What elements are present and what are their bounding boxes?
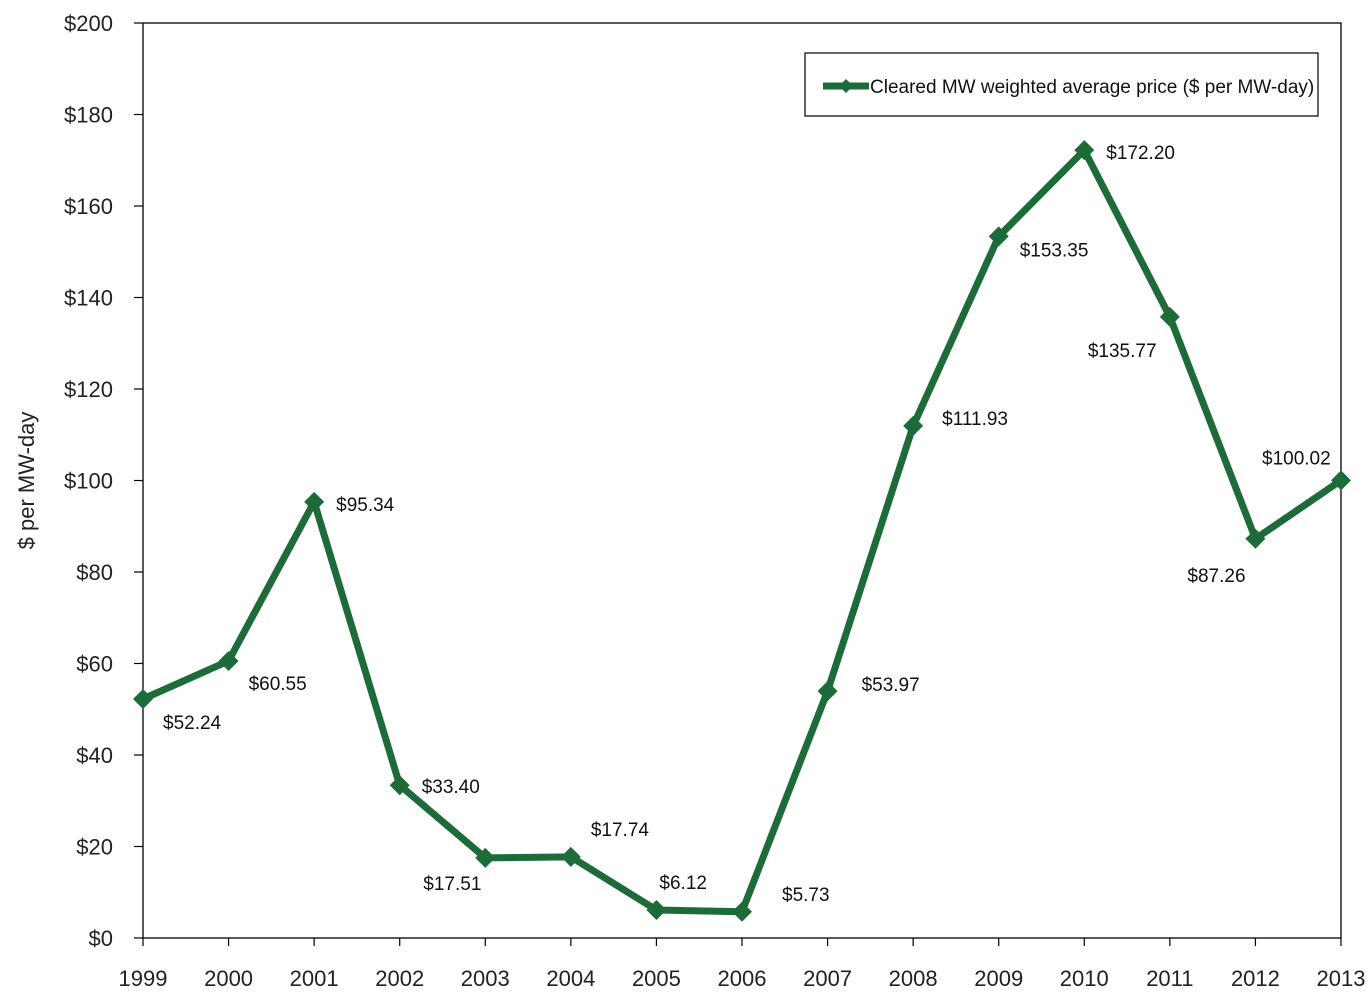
data-point-marker <box>903 415 924 436</box>
y-tick-label: $80 <box>76 560 113 585</box>
data-label: $6.12 <box>659 873 707 894</box>
y-tick-label: $120 <box>64 377 113 402</box>
data-label: $33.40 <box>422 777 480 798</box>
x-tick-label: 2013 <box>1317 966 1366 991</box>
y-tick-label: $60 <box>76 652 113 677</box>
legend-box <box>804 52 1319 117</box>
data-label: $135.77 <box>1088 341 1157 362</box>
data-point-marker <box>133 689 153 710</box>
data-label: $17.74 <box>591 820 650 841</box>
data-label: $5.73 <box>782 885 830 906</box>
data-label: $17.51 <box>423 874 481 895</box>
legend: Cleared MW weighted average price ($ per… <box>804 52 1319 117</box>
data-point-marker <box>732 901 752 922</box>
x-tick-label: 2001 <box>290 966 339 991</box>
x-tick-label: 2009 <box>974 966 1023 991</box>
x-tick-label: 2010 <box>1060 966 1109 991</box>
x-tick-label: 2005 <box>632 966 681 991</box>
data-point-marker <box>304 491 325 512</box>
data-label: $53.97 <box>862 675 920 696</box>
series-line <box>141 146 1343 916</box>
data-point-marker <box>817 681 838 702</box>
data-point-marker <box>218 650 239 671</box>
y-axis: $0 $20 $40 $60 $80 $100 $120 $140 $160 $180 $200 <box>64 11 143 951</box>
x-tick-label: 2000 <box>204 966 253 991</box>
x-tick-label: 2011 <box>1146 966 1193 991</box>
data-point-marker <box>1331 470 1351 491</box>
x-axis: 1999 2000 2001 2002 2003 2004 2005 2006 2007 2008… <box>119 938 1366 991</box>
y-tick-label: $180 <box>64 103 113 128</box>
data-label: $60.55 <box>249 674 307 695</box>
data-point-marker <box>988 226 1009 247</box>
x-tick-label: 2003 <box>461 966 510 991</box>
y-tick-label: $0 <box>89 926 113 951</box>
data-label: $87.26 <box>1187 566 1245 587</box>
x-tick-label: 2008 <box>889 966 938 991</box>
y-tick-label: $200 <box>64 11 113 36</box>
data-point-marker <box>1245 528 1266 549</box>
x-tick-label: 2006 <box>718 966 767 991</box>
x-tick-label: 2004 <box>546 966 595 991</box>
legend-entry-label: Cleared MW weighted average price ($ per… <box>870 77 1314 98</box>
y-axis-title: $ per MW-day <box>14 412 39 550</box>
data-label: $100.02 <box>1262 448 1331 469</box>
x-tick-label: 2007 <box>803 966 852 991</box>
y-tick-label: $100 <box>64 469 113 494</box>
y-tick-label: $20 <box>76 835 113 860</box>
data-point-marker <box>389 775 410 796</box>
data-point-marker <box>1074 140 1095 161</box>
series-layer: $52.24 $60.55 $95.34 $33.40 $17.51 $17.74 $6.1… <box>133 140 1351 922</box>
data-label: $172.20 <box>1106 143 1175 164</box>
y-tick-label: $160 <box>64 194 113 219</box>
y-tick-label: $40 <box>76 743 113 768</box>
x-tick-label: 2012 <box>1231 966 1280 991</box>
data-point-marker <box>560 846 581 867</box>
data-label: $95.34 <box>336 495 395 516</box>
x-tick-label: 2002 <box>375 966 424 991</box>
data-label: $52.24 <box>163 713 222 734</box>
data-point-marker <box>1159 306 1180 327</box>
x-tick-label: 1999 <box>119 966 168 991</box>
data-label: $111.93 <box>942 409 1008 430</box>
data-label: $153.35 <box>1020 240 1089 261</box>
data-point-marker <box>646 900 667 921</box>
y-tick-label: $140 <box>64 286 113 311</box>
legend-diamond-marker <box>839 79 853 93</box>
data-point-marker <box>475 847 496 868</box>
